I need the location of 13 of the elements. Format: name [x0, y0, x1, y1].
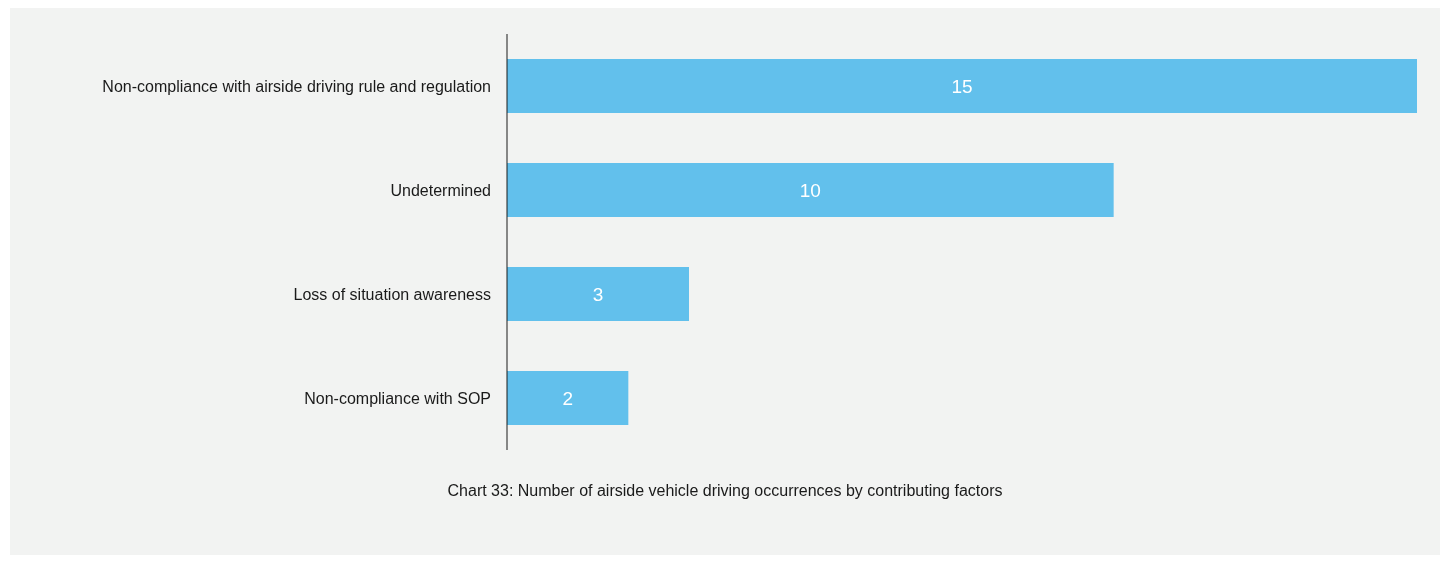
bar [507, 266, 689, 321]
data-label: 15 [951, 75, 973, 97]
data-label: 3 [592, 283, 604, 305]
y-tick-label: Non-compliance with SOP [304, 389, 491, 407]
bar [507, 58, 1417, 113]
y-tick-label: Loss of situation awareness [293, 285, 491, 303]
bar [507, 162, 1114, 217]
bar [507, 370, 629, 425]
y-tick-label: Non-compliance with airside driving rule and regulation [102, 77, 491, 95]
data-label: 10 [799, 179, 821, 201]
caption: Chart 33: Number of airside vehicle driving occurrences by contributing factors [446, 482, 1004, 500]
data-label: 2 [562, 387, 573, 409]
y-tick-label: Undetermined [390, 181, 491, 199]
